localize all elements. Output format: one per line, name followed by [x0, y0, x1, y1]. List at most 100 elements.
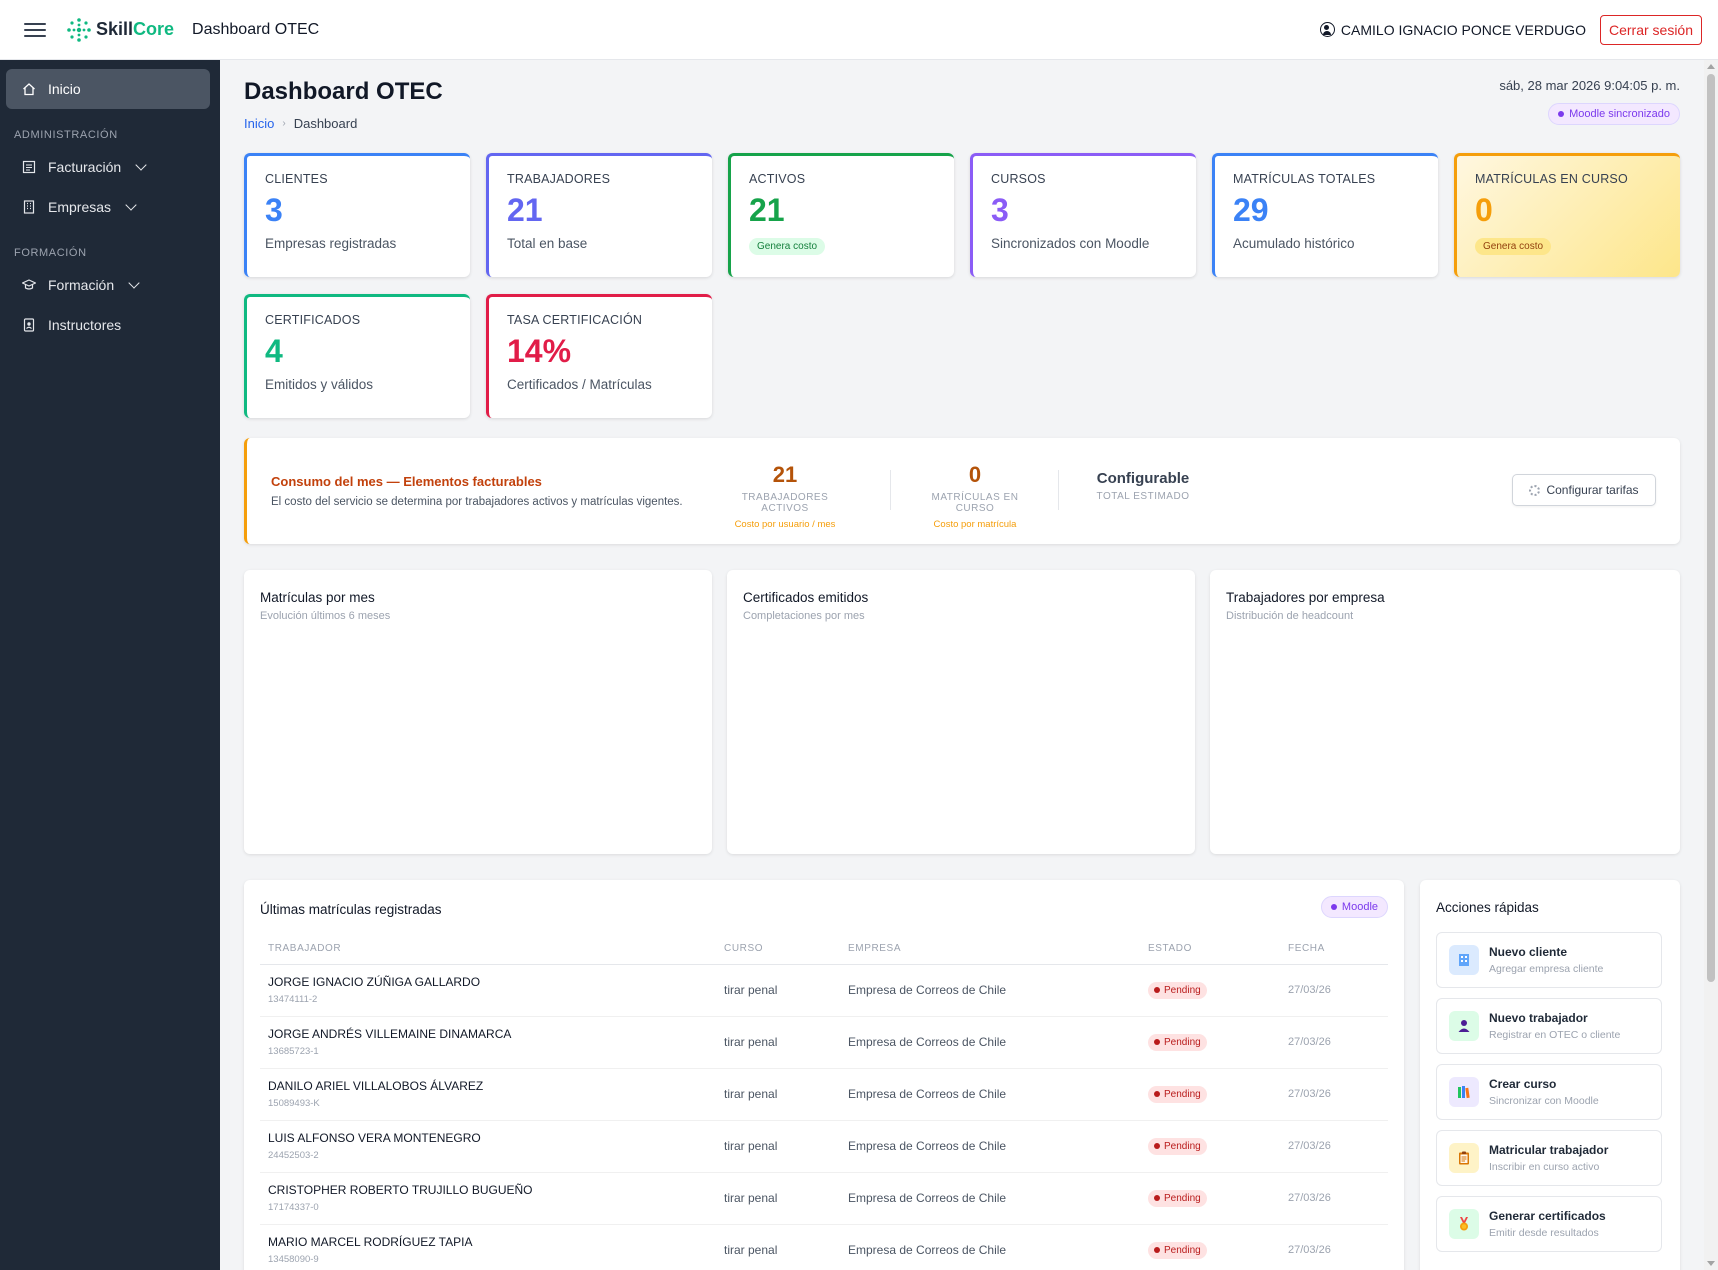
metric-active-workers: 21 TRABAJADORES ACTIVOS Costo por usuari…: [725, 462, 845, 530]
quick-action-title: Matricular trabajador: [1489, 1143, 1609, 1157]
status-label: Pending: [1164, 1088, 1201, 1100]
date-cell: 27/03/26: [1280, 1016, 1388, 1069]
quick-action-enroll-worker[interactable]: Matricular trabajador Inscribir en curso …: [1436, 1130, 1662, 1186]
scroll-down-arrow-icon[interactable]: [1707, 1261, 1715, 1266]
kpi-card-tasa-certificacion[interactable]: TASA CERTIFICACIÓN 14% Certificados / Ma…: [486, 294, 712, 418]
kpi-card-matriculas-en-curso[interactable]: MATRÍCULAS EN CURSO 0 Genera costo: [1454, 153, 1680, 277]
table-row[interactable]: LUIS ALFONSO VERA MONTENEGRO 24452503-2 t…: [260, 1120, 1388, 1173]
status-badge: Pending: [1148, 1241, 1207, 1259]
quick-action-title: Nuevo trabajador: [1489, 1011, 1588, 1025]
sidebar-item-facturacion[interactable]: Facturación: [6, 147, 210, 187]
quick-action-title: Generar certificados: [1489, 1209, 1606, 1223]
breadcrumb-separator-icon: ›: [282, 118, 286, 129]
quick-action-subtitle: Emitir desde resultados: [1489, 1227, 1599, 1239]
column-header: TRABAJADOR: [260, 934, 716, 965]
sidebar-item-formacion[interactable]: Formación: [6, 265, 210, 305]
kpi-value: 21: [749, 192, 785, 228]
table-row[interactable]: JORGE ANDRÉS VILLEMAINE DINAMARCA 1368572…: [260, 1016, 1388, 1069]
kpi-card-trabajadores[interactable]: TRABAJADORES 21 Total en base: [486, 153, 712, 277]
menu-toggle-icon[interactable]: [24, 19, 46, 41]
table-row[interactable]: MARIO MARCEL RODRÍGUEZ TAPIA 13458090-9 t…: [260, 1224, 1388, 1270]
quick-action-new-client[interactable]: Nuevo cliente Agregar empresa cliente: [1436, 932, 1662, 988]
table-row[interactable]: CRISTOPHER ROBERTO TRUJILLO BUGUEÑO 17174…: [260, 1172, 1388, 1225]
metric-label: TRABAJADORES ACTIVOS: [741, 492, 829, 514]
configure-rates-button[interactable]: Configurar tarifas: [1512, 474, 1656, 506]
kpi-label: CURSOS: [991, 172, 1046, 186]
date-cell: 27/03/26: [1280, 964, 1388, 1017]
logo-icon: [67, 17, 91, 42]
graduation-cap-icon: [22, 279, 36, 290]
moodle-badge-label: Moodle: [1341, 901, 1378, 913]
sidebar-item-label: Formación: [48, 277, 115, 293]
brand-suffix: Core: [133, 19, 175, 39]
sidebar-item-inicio[interactable]: Inicio: [6, 69, 210, 109]
configure-rates-label: Configurar tarifas: [1546, 483, 1639, 497]
kpi-card-certificados[interactable]: CERTIFICADOS 4 Emitidos y válidos: [244, 294, 470, 418]
clipboard-icon: [1449, 1143, 1479, 1173]
breadcrumb-home-link[interactable]: Inicio: [244, 116, 275, 131]
user-name: CAMILO IGNACIO PONCE VERDUGO: [1340, 21, 1586, 38]
worker-rut: 15089493-K: [268, 1098, 320, 1109]
top-bar: SkillCore Dashboard OTEC CAMILO IGNACIO …: [0, 0, 1718, 60]
status-dot-icon: [1154, 1143, 1160, 1149]
worker-name: JORGE ANDRÉS VILLEMAINE DINAMARCA: [268, 1027, 512, 1041]
quick-action-title: Crear curso: [1489, 1077, 1557, 1091]
quick-action-title: Nuevo cliente: [1489, 945, 1568, 959]
scroll-up-arrow-icon[interactable]: [1707, 64, 1715, 69]
status-dot-icon: [1330, 904, 1337, 910]
quick-actions-panel: Acciones rápidas Nuevo cliente Agregar em…: [1420, 880, 1680, 1270]
building-icon: [1449, 945, 1479, 975]
table-header-row: TRABAJADOR CURSO EMPRESA ESTADO FECHA: [260, 934, 1388, 965]
kpi-value: 21: [507, 192, 543, 228]
table-row[interactable]: DANILO ARIEL VILLALOBOS ÁLVAREZ 15089493-…: [260, 1068, 1388, 1121]
quick-action-generate-certificates[interactable]: Generar certificados Emitir desde resulta…: [1436, 1196, 1662, 1252]
quick-action-subtitle: Agregar empresa cliente: [1489, 963, 1604, 975]
quick-action-create-course[interactable]: Crear curso Sincronizar con Moodle: [1436, 1064, 1662, 1120]
logout-button[interactable]: Cerrar sesión: [1599, 14, 1702, 45]
user-menu[interactable]: CAMILO IGNACIO PONCE VERDUGO: [1319, 21, 1586, 38]
kpi-subtitle: Acumulado histórico: [1233, 236, 1355, 251]
app-logo[interactable]: SkillCore: [66, 17, 174, 43]
metric-total-estimate: Configurable TOTAL ESTIMADO: [1083, 462, 1203, 502]
status-label: Pending: [1164, 1036, 1201, 1048]
gear-icon: [1529, 484, 1541, 496]
page-scrollbar[interactable]: [1704, 60, 1718, 1270]
kpi-card-cursos[interactable]: CURSOS 3 Sincronizados con Moodle: [970, 153, 1196, 277]
status-dot-icon: [1154, 1195, 1160, 1201]
quick-action-new-worker[interactable]: Nuevo trabajador Registrar en OTEC o clie…: [1436, 998, 1662, 1054]
kpi-card-clientes[interactable]: CLIENTES 3 Empresas registradas: [244, 153, 470, 277]
table-row[interactable]: JORGE IGNACIO ZÚÑIGA GALLARDO 13474111-2 …: [260, 964, 1388, 1017]
metric-value: Configurable: [1096, 470, 1190, 487]
quick-action-subtitle: Inscribir en curso activo: [1489, 1161, 1600, 1173]
status-dot-icon: [1154, 987, 1160, 993]
breadcrumb-current: Dashboard: [293, 116, 358, 131]
kpi-card-matriculas-totales[interactable]: MATRÍCULAS TOTALES 29 Acumulado históric…: [1212, 153, 1438, 277]
panel-title: Trabajadores por empresa: [1226, 590, 1385, 605]
status-label: Pending: [1164, 1244, 1201, 1256]
chart-panel-workers-by-company: Trabajadores por empresa Distribución de…: [1210, 570, 1680, 854]
status-badge: Pending: [1148, 1085, 1207, 1103]
user-icon: [1319, 22, 1335, 37]
id-badge-icon: [23, 318, 35, 332]
date-cell: 27/03/26: [1280, 1068, 1388, 1121]
status-badge: Pending: [1148, 1189, 1207, 1207]
kpi-subtitle: Sincronizados con Moodle: [991, 236, 1150, 251]
enrollments-table: TRABAJADOR CURSO EMPRESA ESTADO FECHA JO…: [260, 934, 1388, 1270]
scrollbar-thumb[interactable]: [1707, 74, 1715, 982]
kpi-card-activos[interactable]: ACTIVOS 21 Genera costo: [728, 153, 954, 277]
kpi-label: MATRÍCULAS TOTALES: [1233, 172, 1376, 186]
company-cell: Empresa de Correos de Chile: [840, 964, 1140, 1017]
sidebar-item-empresas[interactable]: Empresas: [6, 187, 210, 227]
panel-subtitle: Evolución últimos 6 meses: [260, 610, 391, 622]
sidebar-item-instructores[interactable]: Instructores: [6, 305, 210, 345]
cost-badge: Genera costo: [1475, 238, 1552, 255]
sidebar-item-label: Empresas: [48, 199, 112, 215]
course-cell: tirar penal: [716, 1068, 840, 1121]
column-header: EMPRESA: [840, 934, 1140, 965]
recent-enrollments-panel: Últimas matrículas registradas Moodle TR…: [244, 880, 1404, 1270]
panel-title: Certificados emitidos: [743, 590, 869, 605]
receipt-icon: [22, 160, 36, 174]
books-icon: [1449, 1077, 1479, 1107]
kpi-label: MATRÍCULAS EN CURSO: [1475, 172, 1628, 186]
company-cell: Empresa de Correos de Chile: [840, 1120, 1140, 1173]
